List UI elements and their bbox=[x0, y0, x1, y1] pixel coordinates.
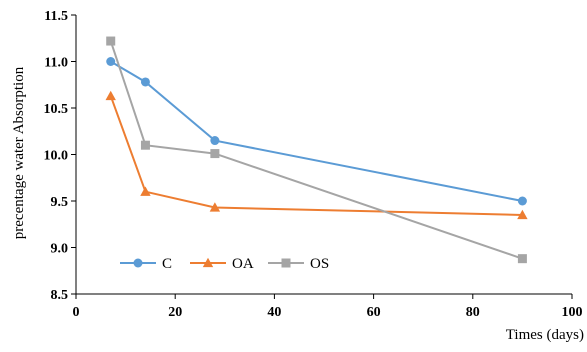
data-point-c bbox=[106, 57, 116, 66]
data-point-os bbox=[210, 149, 220, 159]
tick-labels: 8.5 9.0 9.5 10.0 10.5 11.0 11.5 0 20 40 60 80 100 bbox=[44, 9, 583, 320]
data-point-c bbox=[517, 196, 527, 206]
series-line-oa bbox=[109, 95, 523, 216]
y-axis-title: precentage water Absorption bbox=[11, 66, 27, 239]
legend-item-oa: OA bbox=[190, 256, 254, 272]
y-tick-label: 11.5 bbox=[44, 9, 68, 24]
x-tick-label: 80 bbox=[466, 305, 480, 320]
data-point-os bbox=[106, 36, 116, 46]
y-tick-label: 11.0 bbox=[44, 56, 68, 71]
series-c bbox=[106, 57, 527, 206]
y-tick-label: 10.0 bbox=[44, 149, 69, 164]
data-point-oa bbox=[209, 202, 221, 212]
x-tick-label: 40 bbox=[267, 305, 281, 320]
data-point-c bbox=[140, 77, 150, 87]
x-tick-label: 0 bbox=[73, 305, 80, 320]
legend-label-c: C bbox=[162, 256, 172, 272]
legend-label-oa: OA bbox=[232, 256, 254, 272]
series-line-c bbox=[110, 60, 523, 202]
legend-marker-c bbox=[133, 258, 143, 268]
x-tick-label: 20 bbox=[168, 305, 182, 320]
data-point-oa bbox=[517, 209, 528, 220]
y-tick-label: 9.0 bbox=[51, 242, 69, 257]
data-point-os bbox=[140, 140, 150, 150]
legend-marker-os bbox=[281, 258, 291, 268]
series-lines bbox=[105, 36, 528, 264]
data-point-c bbox=[210, 136, 220, 146]
series-oa bbox=[105, 90, 528, 220]
legend: C OA OS bbox=[120, 256, 329, 272]
x-tick-label: 60 bbox=[367, 305, 381, 320]
x-axis-title: Times (days) bbox=[506, 327, 584, 343]
axes bbox=[71, 14, 573, 299]
data-point-os bbox=[517, 254, 527, 264]
x-tick-label: 100 bbox=[562, 305, 583, 320]
y-tick-label: 8.5 bbox=[51, 288, 69, 303]
series-line-os bbox=[109, 40, 523, 260]
legend-label-os: OS bbox=[310, 256, 329, 272]
legend-item-os: OS bbox=[268, 256, 329, 272]
legend-item-c: C bbox=[120, 256, 172, 272]
data-point-oa bbox=[140, 186, 151, 196]
series-os bbox=[106, 36, 527, 264]
data-point-oa bbox=[105, 90, 116, 101]
y-tick-label: 10.5 bbox=[44, 102, 69, 117]
y-tick-label: 9.5 bbox=[51, 195, 69, 210]
legend-marker-oa bbox=[202, 257, 214, 268]
